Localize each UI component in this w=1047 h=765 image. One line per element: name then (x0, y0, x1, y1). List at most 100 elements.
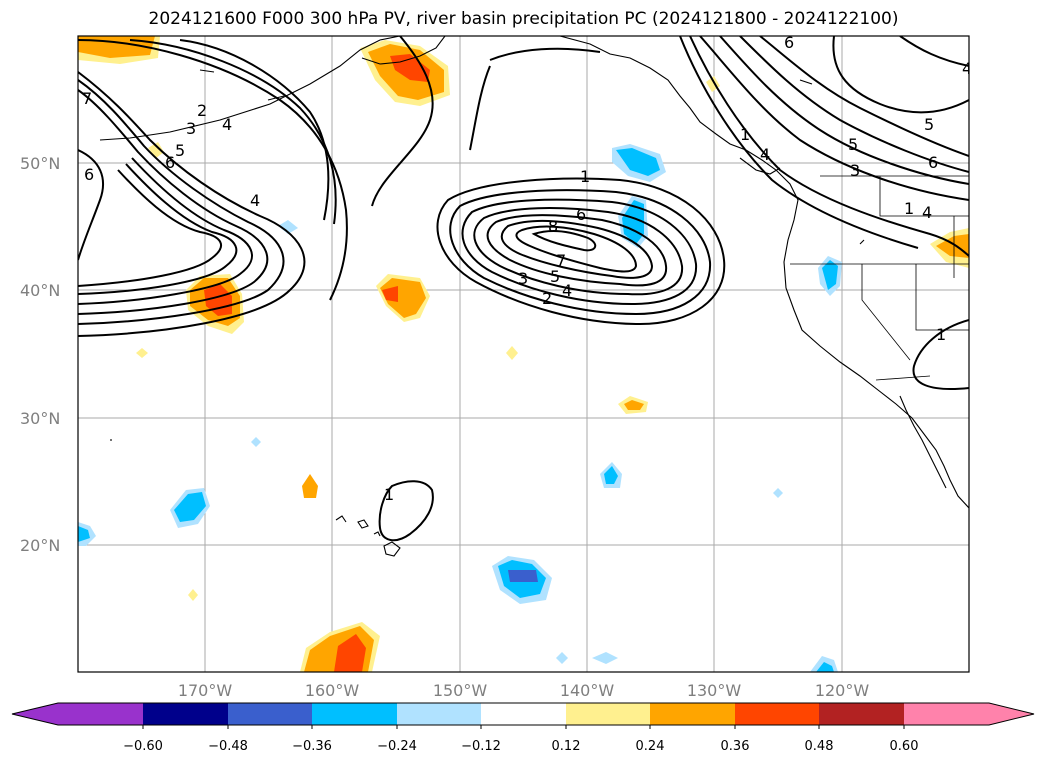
precip-negative-region (278, 220, 298, 234)
precip-positive-region (390, 54, 430, 82)
pv-contour-label: 7 (556, 251, 566, 270)
pv-contour-label: 6 (84, 165, 94, 184)
pv-contour-line (78, 163, 238, 295)
pv-contour-line (78, 89, 269, 315)
pv-contour-line (378, 480, 434, 542)
lon-label-140w: 140°W (560, 681, 615, 700)
pv-contour-line (531, 230, 597, 252)
pv-contour-label: 6 (928, 153, 938, 172)
lon-label-120w: 120°W (815, 681, 870, 700)
lat-label-40n: 40°N (20, 281, 60, 300)
precip-negative-region (78, 526, 90, 542)
pv-contour-label: 8 (548, 217, 558, 236)
precip-positive-region (382, 286, 398, 302)
pv-contour-label: 4 (760, 145, 770, 164)
precip-negative-region (816, 662, 834, 672)
pv-contour-line (78, 39, 348, 301)
precip-positive-region (624, 400, 644, 410)
colorbar-tick-label: 0.12 (552, 739, 581, 754)
pv-contour-line (461, 198, 698, 306)
colorbar-segment (58, 703, 143, 725)
map-frame (77, 35, 970, 673)
colorbar-segment (566, 703, 650, 725)
colorbar-tick-label: −0.60 (123, 739, 163, 754)
pv-contour-line (689, 36, 969, 257)
pv-contour-label: 1 (580, 167, 590, 186)
colorbar-segment (228, 703, 312, 725)
precip-positive-region (302, 474, 318, 498)
pv-contour-label: 4 (562, 281, 572, 300)
pv-contour-line (500, 219, 654, 279)
colorbar-segment (143, 703, 228, 725)
pv-contour-label: 4 (250, 191, 260, 210)
pv-contour-label: 7 (82, 89, 92, 108)
precip-negative-region (592, 652, 618, 664)
pv-contour-label: 6 (576, 205, 586, 224)
colorbar-tick-label: 0.48 (805, 739, 834, 754)
precipitation-shading (78, 36, 969, 672)
lon-label-130w: 130°W (687, 681, 742, 700)
colorbar-extend-low (12, 703, 58, 725)
pv-contour-line (78, 149, 104, 261)
pv-contour-label: 6 (165, 153, 175, 172)
colorbar-segment (650, 703, 735, 725)
colorbar-extend-high (989, 703, 1034, 725)
colorbar-tick-label: −0.24 (377, 739, 417, 754)
precip-positive-region (148, 142, 164, 158)
pv-contour-line (515, 225, 638, 273)
pv-contour-label: 6 (784, 33, 794, 52)
pv-contour-line (899, 36, 969, 67)
colorbar-segment (397, 703, 481, 725)
colorbar-segment (481, 703, 566, 725)
pv-contours (78, 36, 969, 542)
lon-label-150w: 150°W (433, 681, 488, 700)
pv-contour-line (679, 36, 919, 249)
coastlines (99, 36, 969, 557)
lon-label-160w: 160°W (305, 681, 360, 700)
pv-contour-label: 5 (175, 141, 185, 160)
pv-contour-line (912, 319, 969, 390)
political-borders (790, 175, 969, 381)
pv-contour-line (78, 79, 285, 325)
pv-contour-label: 3 (186, 119, 196, 138)
pv-contour-label: 3 (850, 161, 860, 180)
pv-contour-line (759, 36, 969, 157)
pv-contour-label: 4 (962, 59, 972, 78)
colorbar-segment (819, 703, 904, 725)
colorbar-tick-label: −0.12 (461, 739, 501, 754)
pv-contour-line (449, 189, 712, 316)
colorbar-segment (904, 703, 989, 725)
latitude-labels: 50°N 40°N 30°N 20°N (20, 154, 60, 555)
pv-contour-line (473, 207, 684, 296)
precip-negative-region (508, 570, 538, 582)
pv-contour-label: 1 (904, 199, 914, 218)
precip-negative-region (556, 652, 568, 664)
precip-positive-region (204, 284, 232, 316)
pv-contour-label: 4 (922, 203, 932, 222)
precip-negative-region (604, 466, 618, 484)
colorbar-tick-label: −0.48 (208, 739, 248, 754)
pv-contour-line (469, 65, 491, 151)
pv-contour-line (719, 36, 969, 185)
pv-contour-labels: 2 3 5 6 4 6 7 4 1 6 8 7 5 4 3 2 6 1 4 5 … (82, 33, 972, 504)
precip-positive-region (936, 234, 969, 258)
precip-negative-region (174, 492, 206, 522)
pv-contour-line (739, 36, 969, 173)
colorbar-tick-label: 0.60 (890, 739, 919, 754)
precip-positive-region (506, 346, 518, 360)
lat-label-30n: 30°N (20, 409, 60, 428)
precip-negative-region (251, 437, 261, 447)
colorbar-tick-label: 0.24 (636, 739, 665, 754)
pv-contour-line (832, 36, 969, 114)
pv-contour-line (129, 39, 337, 225)
pv-contour-line (699, 36, 969, 201)
pv-contour-label: 5 (924, 115, 934, 134)
pv-contour-label: 5 (550, 267, 560, 286)
pv-contour-label: 3 (518, 269, 528, 288)
pv-contour-line (78, 71, 306, 337)
precip-negative-region (616, 148, 660, 176)
pv-contour-label: 1 (936, 325, 946, 344)
pv-contour-line (179, 39, 330, 221)
precip-negative-region (822, 260, 838, 290)
